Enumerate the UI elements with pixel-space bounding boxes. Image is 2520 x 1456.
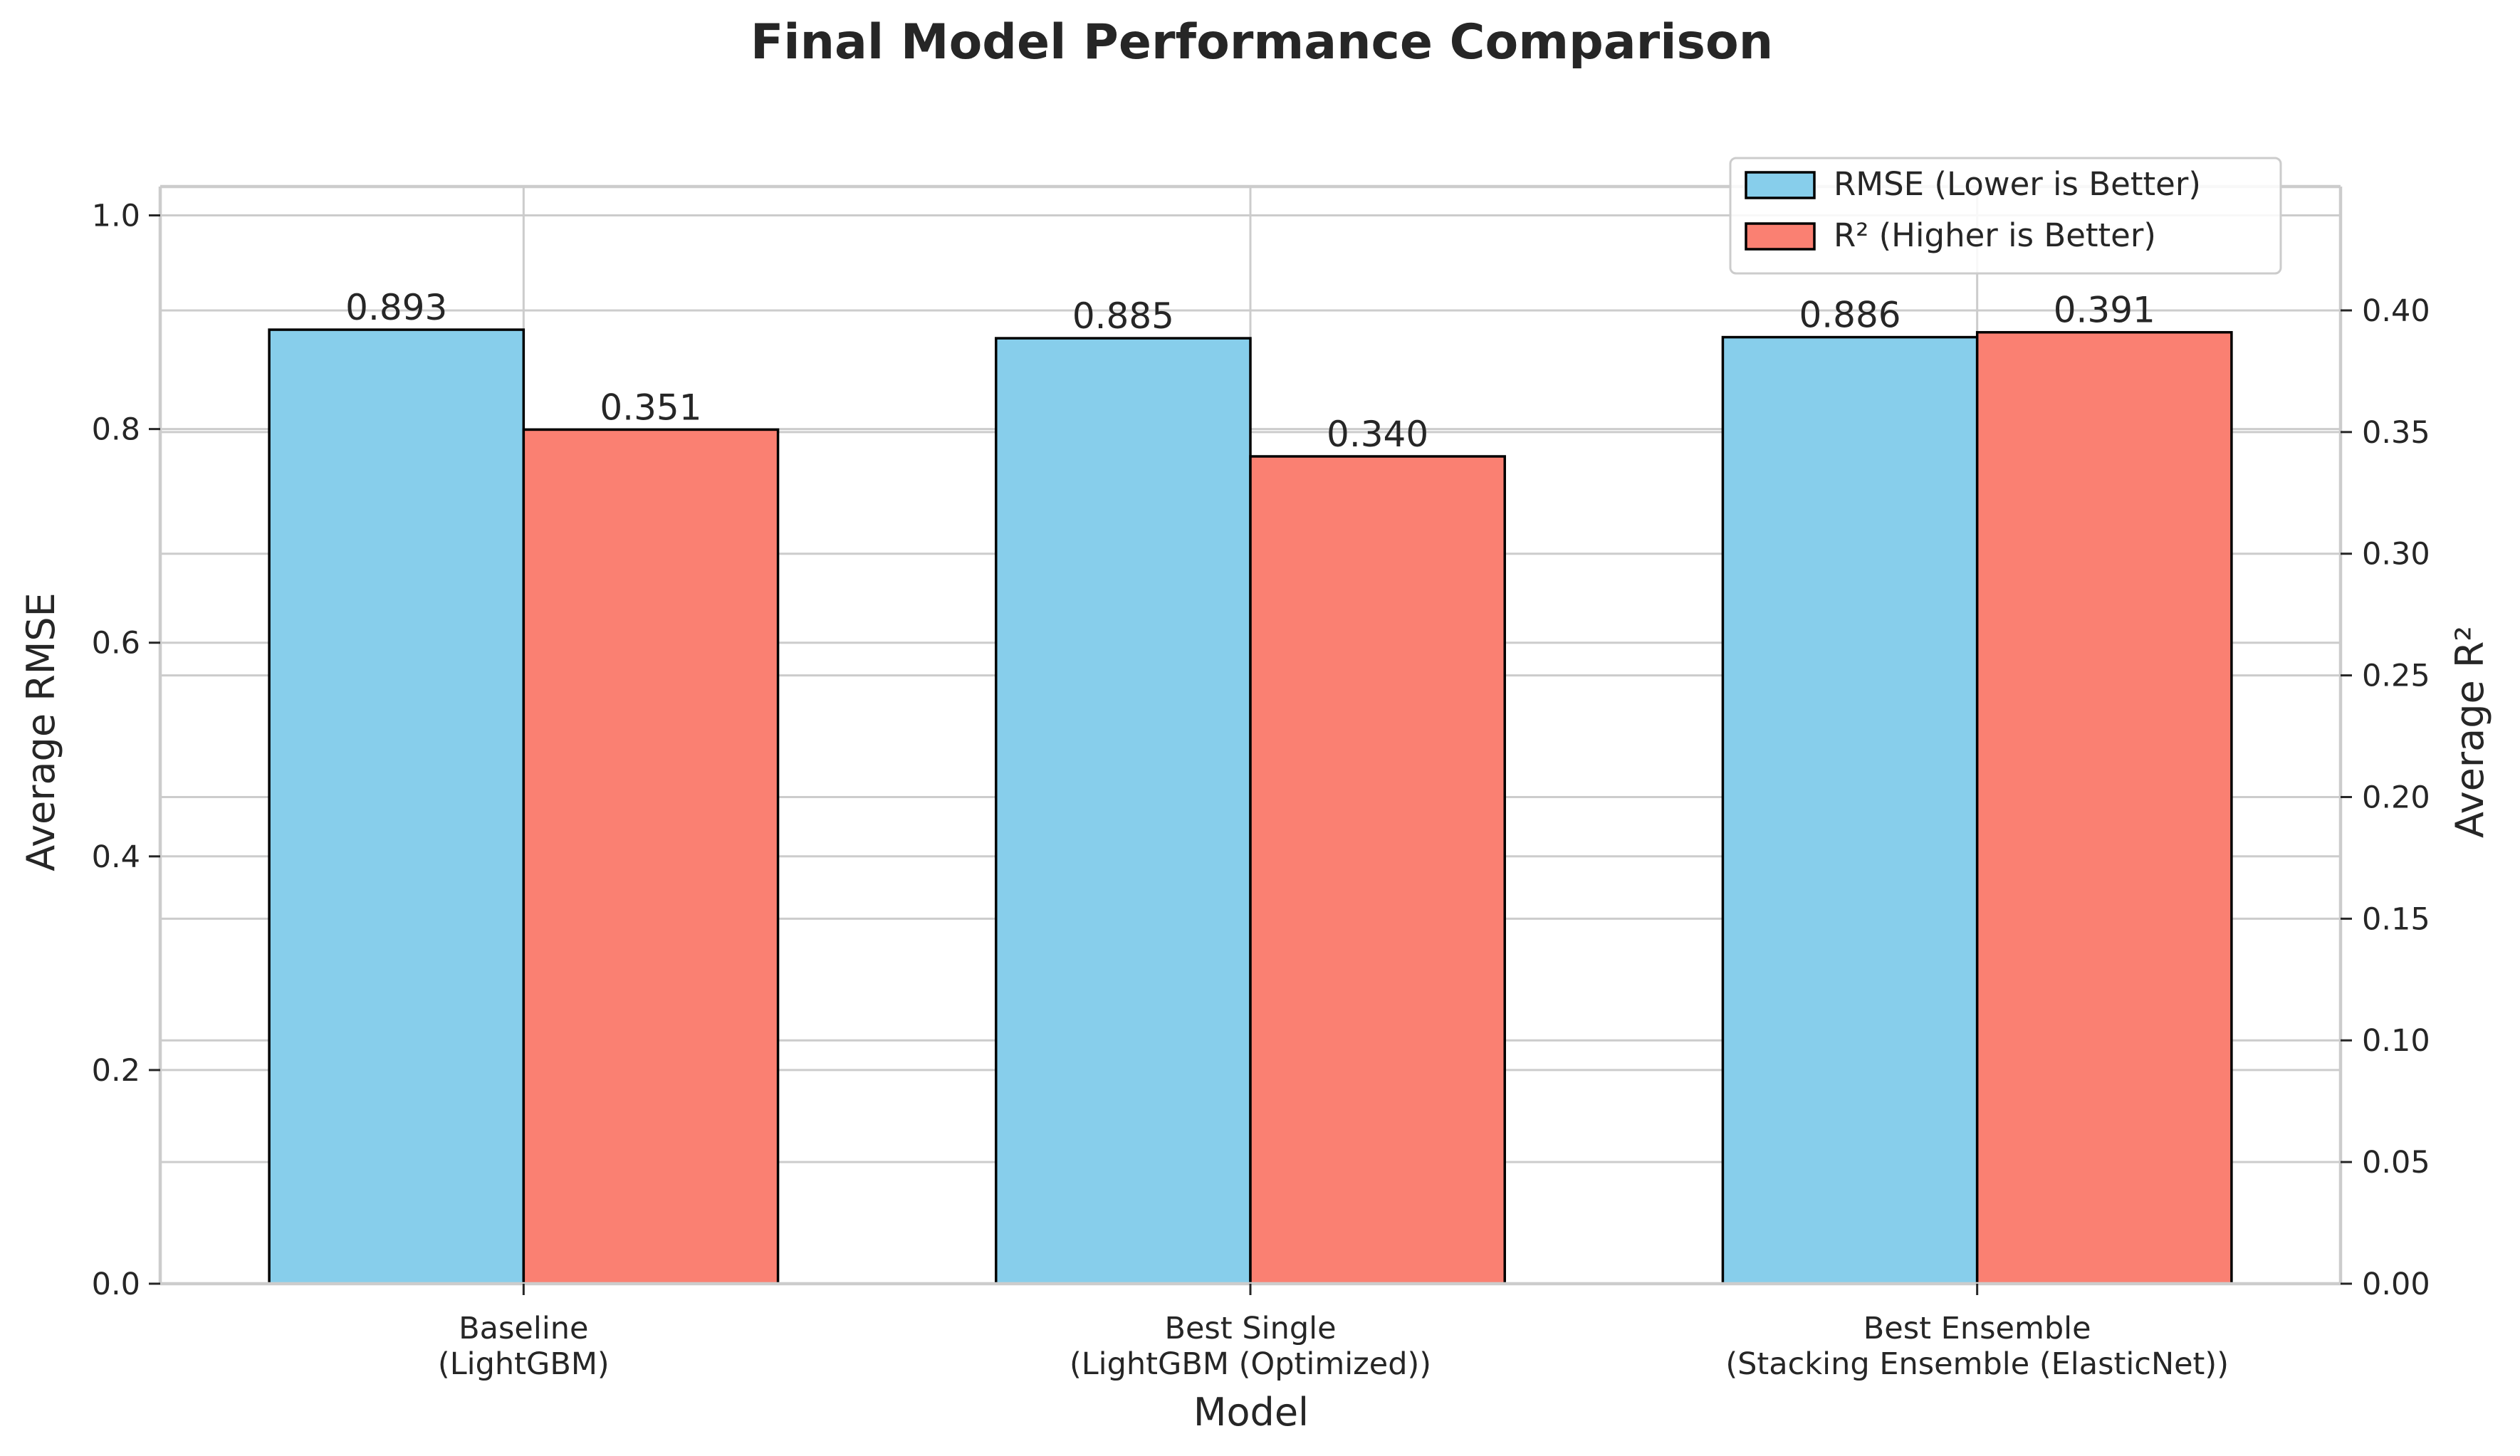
y-tick-left-label: 0.2 bbox=[92, 1053, 140, 1089]
bar-rmse bbox=[1721, 335, 1979, 1285]
bars-layer bbox=[268, 328, 2233, 1285]
y-tick-right-label: 0.00 bbox=[2362, 1267, 2430, 1302]
y-tick-left-label: 0.4 bbox=[92, 839, 140, 875]
y-tick-right-label: 0.15 bbox=[2362, 901, 2430, 937]
data-label-r2: 0.340 bbox=[1327, 414, 1428, 455]
bar-r2 bbox=[1249, 455, 1506, 1285]
x-tick-label: (Stacking Ensemble (ElasticNet)) bbox=[1725, 1346, 2229, 1382]
legend: RMSE (Lower is Better) R² (Higher is Bett… bbox=[1729, 157, 2282, 275]
legend-label-r2: R² (Higher is Better) bbox=[1834, 216, 2156, 254]
x-tick-label: Best Single bbox=[1164, 1311, 1336, 1346]
x-tick-label: (LightGBM (Optimized)) bbox=[1070, 1346, 1431, 1382]
x-tick-label: Best Ensemble bbox=[1863, 1311, 2091, 1346]
y-tick-right-label: 0.30 bbox=[2362, 537, 2430, 572]
y-tick-right-label: 0.20 bbox=[2362, 780, 2430, 815]
legend-label-rmse: RMSE (Lower is Better) bbox=[1834, 165, 2201, 203]
chart-title: Final Model Performance Comparison bbox=[751, 14, 1773, 70]
data-label-r2: 0.351 bbox=[600, 387, 701, 428]
x-tick-label: (LightGBM) bbox=[438, 1346, 610, 1382]
data-label-rmse: 0.886 bbox=[1799, 295, 1901, 336]
y-tick-right-label: 0.40 bbox=[2362, 293, 2430, 329]
y-axis-right-label: Average R² bbox=[2447, 626, 2492, 838]
y-axis-left-label: Average RMSE bbox=[19, 592, 63, 871]
y-tick-left-label: 0.0 bbox=[92, 1267, 140, 1302]
legend-swatch-r2 bbox=[1745, 222, 1816, 251]
x-axis-label: Model bbox=[1193, 1390, 1309, 1435]
x-tick-label: Baseline bbox=[459, 1311, 588, 1346]
y-tick-left-label: 0.6 bbox=[92, 626, 140, 661]
y-tick-right-label: 0.10 bbox=[2362, 1023, 2430, 1059]
data-label-r2: 0.391 bbox=[2054, 290, 2155, 331]
y-tick-right-label: 0.25 bbox=[2362, 659, 2430, 694]
data-label-rmse: 0.893 bbox=[345, 287, 447, 328]
bar-r2 bbox=[1975, 330, 2233, 1285]
legend-box bbox=[1729, 157, 2282, 275]
y-tick-right-label: 0.35 bbox=[2362, 415, 2430, 451]
y-tick-left-label: 1.0 bbox=[92, 199, 140, 234]
y-tick-right-label: 0.05 bbox=[2362, 1145, 2430, 1180]
bar-rmse bbox=[268, 328, 526, 1285]
data-label-rmse: 0.885 bbox=[1072, 295, 1174, 337]
bar-rmse bbox=[995, 337, 1252, 1285]
legend-swatch-rmse bbox=[1745, 171, 1816, 199]
bar-r2 bbox=[522, 428, 780, 1285]
y-tick-left-label: 0.8 bbox=[92, 412, 140, 448]
